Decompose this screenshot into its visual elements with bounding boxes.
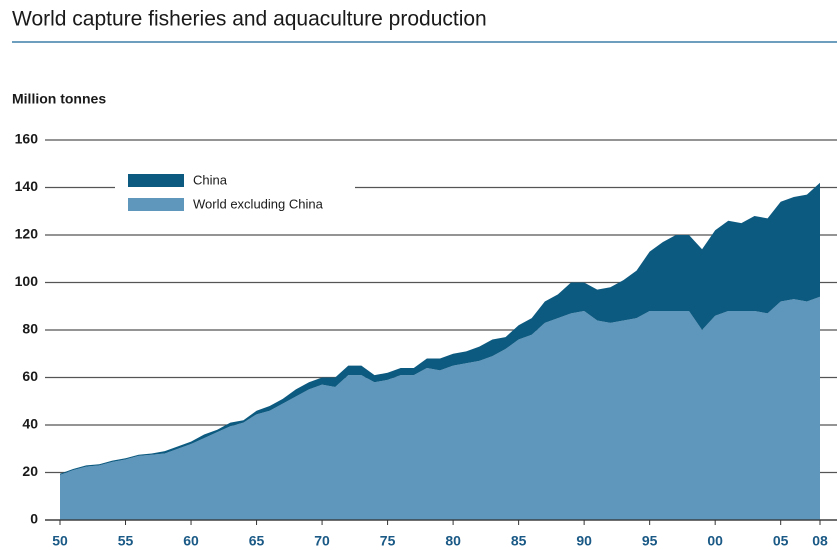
y-tick-label: 40 bbox=[22, 416, 38, 432]
y-axis-label: Million tonnes bbox=[12, 91, 106, 107]
y-tick-label: 60 bbox=[22, 368, 38, 384]
x-tick-label: 65 bbox=[249, 533, 265, 549]
y-tick-label: 80 bbox=[22, 321, 38, 337]
x-tick-label: 08 bbox=[812, 533, 828, 549]
y-tick-label: 20 bbox=[22, 463, 38, 479]
x-tick-label: 60 bbox=[183, 533, 199, 549]
x-tick-label: 70 bbox=[314, 533, 330, 549]
x-tick-label: 75 bbox=[380, 533, 396, 549]
x-tick-label: 95 bbox=[642, 533, 658, 549]
chart-title: World capture fisheries and aquaculture … bbox=[12, 8, 487, 31]
x-tick-label: 05 bbox=[773, 533, 789, 549]
y-tick-label: 100 bbox=[15, 273, 39, 289]
x-tick-label: 50 bbox=[52, 533, 68, 549]
x-tick-label: 80 bbox=[445, 533, 461, 549]
y-tick-label: 120 bbox=[15, 226, 39, 242]
legend-swatch bbox=[128, 174, 184, 187]
legend-swatch bbox=[128, 198, 184, 211]
legend-label: China bbox=[193, 172, 228, 187]
y-tick-label: 140 bbox=[15, 178, 39, 194]
y-tick-label: 160 bbox=[15, 131, 39, 147]
y-tick-label: 0 bbox=[30, 511, 38, 527]
area bbox=[60, 296, 820, 520]
x-tick-label: 90 bbox=[576, 533, 592, 549]
legend-label: World excluding China bbox=[193, 196, 324, 211]
x-tick-label: 85 bbox=[511, 533, 527, 549]
x-tick-label: 00 bbox=[707, 533, 723, 549]
x-tick-label: 55 bbox=[118, 533, 134, 549]
